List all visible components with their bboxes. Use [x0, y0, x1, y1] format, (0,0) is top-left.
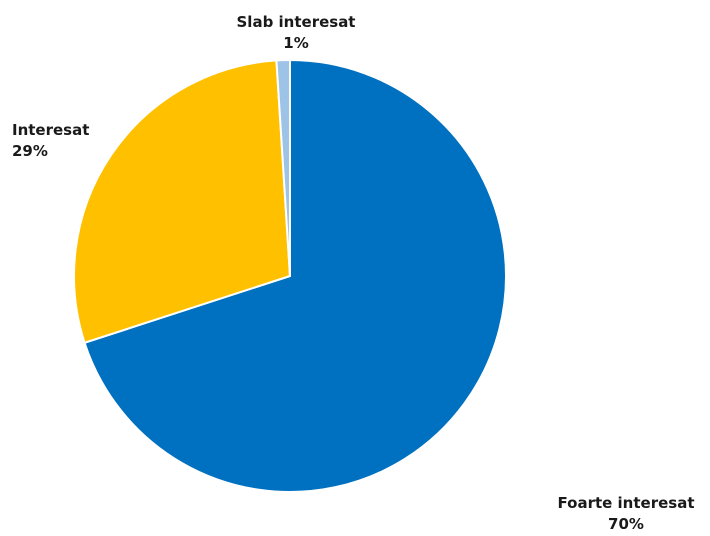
label-interesat: Interesat	[12, 121, 89, 139]
label-slab-interesat: Slab interesat	[237, 13, 356, 31]
pie-slice-interesat	[73, 59, 292, 345]
label-slab-interesat-value: 1%	[283, 34, 308, 52]
pie-slice-slab-interesat	[275, 58, 291, 277]
label-foarte-interesat: Foarte interesat	[558, 494, 695, 512]
pie-slices	[73, 58, 507, 493]
label-interesat-value: 29%	[12, 142, 48, 160]
pie-slice-foarte-interesat	[83, 58, 507, 493]
label-foarte-interesat-value: 70%	[608, 515, 644, 533]
